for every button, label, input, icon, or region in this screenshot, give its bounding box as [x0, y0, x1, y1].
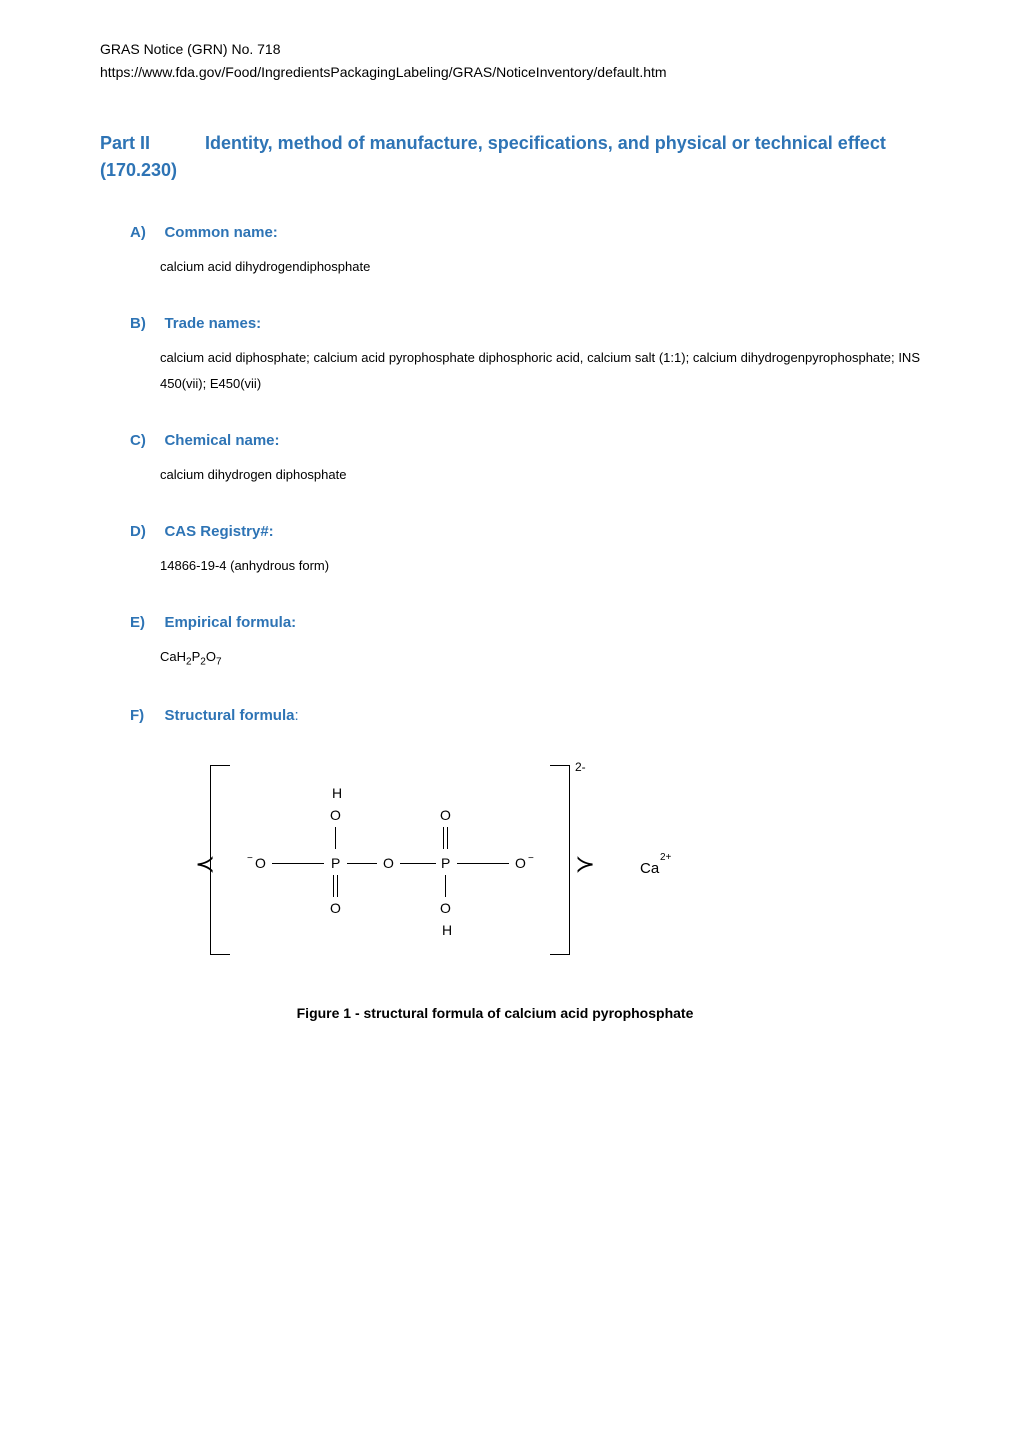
section-c-letter: C)	[130, 432, 160, 449]
section-a-title: Common name:	[164, 224, 277, 241]
section-b-body: calcium acid diphosphate; calcium acid p…	[160, 345, 920, 397]
url-header: https://www.fda.gov/Food/IngredientsPack…	[100, 64, 920, 80]
formula-o: O	[206, 649, 216, 664]
atom-p-left: P	[331, 855, 340, 871]
bond-h-2	[347, 863, 377, 864]
bond-h-3	[400, 863, 436, 864]
gras-notice-header: GRAS Notice (GRN) No. 718	[100, 40, 920, 60]
section-d-header: D) CAS Registry#:	[130, 523, 920, 541]
ca-charge: 2+	[660, 852, 671, 863]
section-b: B) Trade names: calcium acid diphosphate…	[100, 315, 920, 397]
section-a-letter: A)	[130, 224, 160, 241]
section-c-body: calcium dihydrogen diphosphate	[160, 462, 920, 488]
bond-v-right-bot	[445, 875, 446, 897]
section-b-header: B) Trade names:	[130, 315, 920, 333]
part-title: Part II Identity, method of manufacture,…	[100, 130, 920, 184]
atom-p-right: P	[441, 855, 450, 871]
section-e-letter: E)	[130, 614, 160, 631]
atom-h-top: H	[332, 785, 342, 801]
section-c-title: Chemical name:	[164, 432, 279, 449]
atom-o-topright: O	[440, 807, 451, 823]
formula-o-sub: 7	[216, 656, 222, 667]
bond-dbl-left-bot	[333, 875, 338, 897]
atom-h-bot: H	[442, 922, 452, 938]
section-c-header: C) Chemical name:	[130, 432, 920, 450]
section-d-letter: D)	[130, 523, 160, 540]
bond-h-1	[272, 863, 324, 864]
section-d-title: CAS Registry#:	[164, 523, 273, 540]
section-b-title: Trade names:	[164, 315, 261, 332]
section-f-letter: F)	[130, 707, 160, 724]
atom-o-center: O	[383, 855, 394, 871]
bond-dbl-right-top	[443, 827, 448, 849]
section-e-title: Empirical formula:	[164, 614, 296, 631]
section-a-body: calcium acid dihydrogendiphosphate	[160, 254, 920, 280]
atom-o-topleft: O	[330, 807, 341, 823]
brace-left: ≺	[195, 850, 215, 879]
bond-v-left	[335, 827, 336, 849]
section-f-colon: :	[294, 707, 298, 724]
formula-h: H	[177, 649, 186, 664]
brace-right: ≻	[575, 850, 595, 879]
section-a: A) Common name: calcium acid dihydrogend…	[100, 224, 920, 280]
charge-2minus: 2-	[575, 760, 586, 774]
section-f-title: Structural formula	[164, 707, 294, 724]
figure-caption: Figure 1 - structural formula of calcium…	[70, 1005, 920, 1021]
part-title-text: Identity, method of manufacture, specifi…	[100, 133, 886, 180]
section-e: E) Empirical formula: CaH2P2O7	[100, 614, 920, 673]
atom-o-neg-left: O	[255, 855, 266, 871]
section-f: F) Structural formula: ≺ ≻ 2- H O O − O …	[100, 707, 920, 1021]
atom-o-neg-right: O	[515, 855, 526, 871]
section-e-header: E) Empirical formula:	[130, 614, 920, 632]
bracket-right	[550, 765, 570, 955]
section-d: D) CAS Registry#: 14866-19-4 (anhydrous …	[100, 523, 920, 579]
section-d-body: 14866-19-4 (anhydrous form)	[160, 553, 920, 579]
bond-h-4	[457, 863, 509, 864]
atom-o-botright: O	[440, 900, 451, 916]
section-a-header: A) Common name:	[130, 224, 920, 242]
formula-p: P	[192, 649, 201, 664]
atom-o-neg-left-minus: −	[247, 853, 253, 864]
section-f-header: F) Structural formula:	[130, 707, 920, 725]
section-c: C) Chemical name: calcium dihydrogen dip…	[100, 432, 920, 488]
part-label: Part II	[100, 130, 200, 157]
atom-ca: Ca	[640, 860, 659, 877]
atom-o-neg-right-minus: −	[528, 853, 534, 864]
structural-diagram: ≺ ≻ 2- H O O − O P O P O − O O H Ca 2+	[200, 755, 700, 975]
section-e-body: CaH2P2O7	[160, 644, 920, 673]
formula-ca: Ca	[160, 649, 177, 664]
atom-o-botleft: O	[330, 900, 341, 916]
section-b-letter: B)	[130, 315, 160, 332]
